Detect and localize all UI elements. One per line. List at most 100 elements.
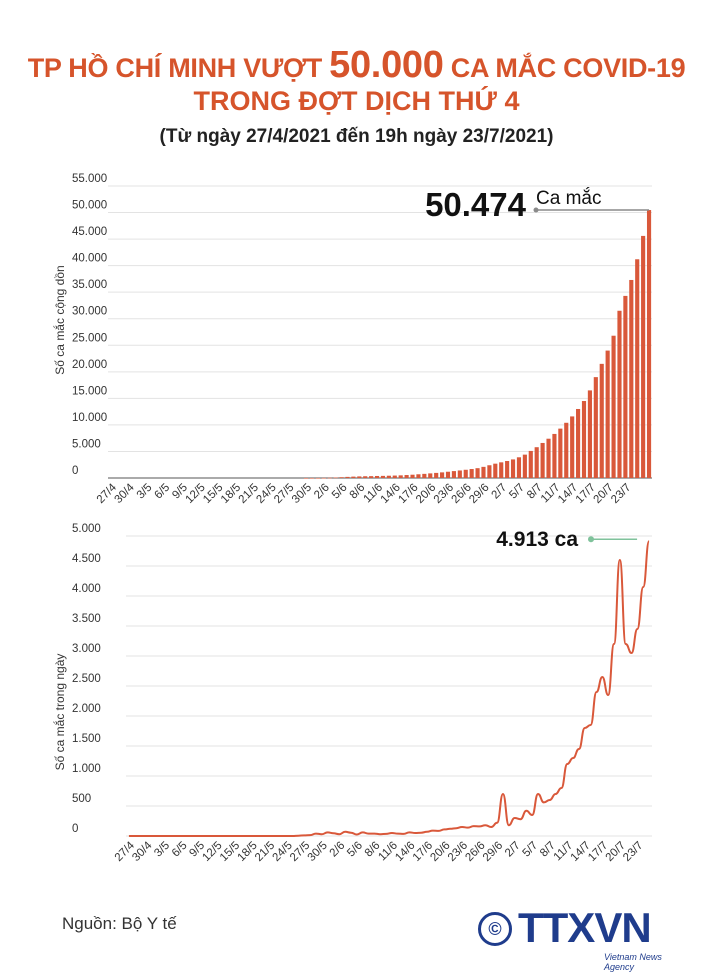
callout-value: 4.913 ca <box>496 528 578 551</box>
bar <box>564 422 569 478</box>
bar <box>576 408 581 478</box>
bar <box>440 472 445 478</box>
x-tick-label: 2/6 <box>328 840 348 860</box>
bar <box>410 474 415 478</box>
bar <box>611 335 616 478</box>
y-tick-label: 25.000 <box>72 332 107 344</box>
bar <box>558 428 563 478</box>
bar <box>487 465 492 478</box>
source-note: Nguồn: Bộ Y tế <box>62 914 177 933</box>
bar <box>451 471 456 478</box>
bar <box>587 390 592 478</box>
bar <box>475 468 480 478</box>
bar <box>499 462 504 478</box>
x-tick-label: 30/5 <box>306 840 330 864</box>
bar <box>327 477 332 479</box>
x-tick-label: 29/6 <box>467 482 491 506</box>
bar <box>374 475 380 478</box>
callout-dot <box>533 207 539 213</box>
y-tick-label: 50.000 <box>72 200 107 212</box>
y-tick-label: 4.000 <box>72 583 101 595</box>
x-tick-label: 5/6 <box>345 840 365 860</box>
bar <box>540 442 545 478</box>
bar <box>404 475 409 478</box>
bar <box>351 476 356 478</box>
bar <box>422 473 427 478</box>
y-tick-label: 2.500 <box>72 673 101 685</box>
x-tick-label: 30/4 <box>130 839 155 864</box>
bar <box>386 475 391 478</box>
x-tick-label: 2/7 <box>503 840 523 860</box>
bar <box>534 447 539 478</box>
y-tick-label: 4.500 <box>72 553 101 565</box>
x-tick-label: 23/7 <box>621 840 645 864</box>
x-tick-label: 3/5 <box>152 840 172 860</box>
bar <box>505 461 510 478</box>
bar <box>635 259 640 478</box>
bar <box>463 469 468 478</box>
bar <box>510 459 516 478</box>
x-tick-label: 5/7 <box>507 482 527 502</box>
bar <box>546 438 551 478</box>
logo-agency: Vietnam News Agency <box>604 952 662 972</box>
y-tick-label: 45.000 <box>72 226 107 238</box>
y-tick-label: 30.000 <box>72 306 107 318</box>
bar <box>469 469 474 478</box>
bar <box>416 474 421 478</box>
y-tick-label: 500 <box>72 793 91 805</box>
y-tick-label: 20.000 <box>72 359 107 371</box>
title-big-number: 50.000 <box>329 44 444 86</box>
ttxvn-logo: © TTXVN Vietnam News Agency <box>478 904 678 972</box>
x-tick-label: 6/5 <box>170 840 190 860</box>
y-axis-label: Số ca mắc trong ngày <box>52 654 67 771</box>
daily-cases-line <box>128 540 651 837</box>
callout-value: 50.474 <box>425 186 527 223</box>
bar <box>333 477 338 479</box>
bar <box>552 433 557 478</box>
bar <box>321 477 326 479</box>
bar <box>493 463 498 478</box>
bar <box>528 450 533 478</box>
y-tick-label: 5.000 <box>72 438 101 450</box>
logo-text: TTXVN <box>518 904 652 951</box>
bar <box>570 416 575 478</box>
bar <box>481 466 486 478</box>
y-tick-label: 2.000 <box>72 703 101 715</box>
x-tick-label: 30/4 <box>112 481 137 506</box>
x-tick-label: 5/7 <box>521 840 541 860</box>
x-tick-label: 29/6 <box>481 840 505 864</box>
x-tick-label: 6/5 <box>152 482 172 502</box>
bar <box>617 310 622 478</box>
bar <box>315 477 320 479</box>
y-tick-label: 0 <box>72 465 78 477</box>
bar <box>623 295 628 478</box>
title-line-1: TP HỒ CHÍ MINH VƯỢT 50.000 CA MẮC COVID-… <box>0 44 713 87</box>
bar <box>380 475 386 478</box>
title-part-1: TP HỒ CHÍ MINH VƯỢT <box>27 53 330 83</box>
bar <box>392 475 397 478</box>
y-tick-label: 15.000 <box>72 385 107 397</box>
x-tick-label: 3/5 <box>135 482 155 502</box>
y-tick-label: 10.000 <box>72 412 107 424</box>
y-tick-label: 55.000 <box>72 173 107 185</box>
y-tick-label: 5.000 <box>72 523 101 535</box>
x-tick-label: 2/6 <box>312 482 332 502</box>
y-tick-label: 35.000 <box>72 279 107 291</box>
bar <box>309 477 315 479</box>
y-axis-label: Số ca mắc cộng dồn <box>52 265 67 374</box>
x-tick-label: 2/7 <box>490 482 510 502</box>
bar <box>629 279 634 478</box>
bar <box>398 475 403 478</box>
daily-cases-line-chart: 0 500 1.000 1.500 2.000 2.500 3.000 3.500 4.000 4… <box>52 523 652 864</box>
bar <box>581 401 587 478</box>
subtitle: (Từ ngày 27/4/2021 đến 19h ngày 23/7/202… <box>159 126 554 147</box>
cumulative-cases-bar-chart: 0 5.000 10.000 15.000 20.000 25.000 30.000 35.0… <box>52 173 652 506</box>
y-tick-label: 1.500 <box>72 733 101 745</box>
title-line-2: TRONG ĐỢT DỊCH THỨ 4 <box>193 86 520 116</box>
bar <box>369 476 374 478</box>
bar <box>516 457 522 478</box>
y-tick-label: 1.000 <box>72 763 101 775</box>
bar <box>445 471 451 478</box>
bar <box>522 454 527 478</box>
bar <box>641 235 646 478</box>
